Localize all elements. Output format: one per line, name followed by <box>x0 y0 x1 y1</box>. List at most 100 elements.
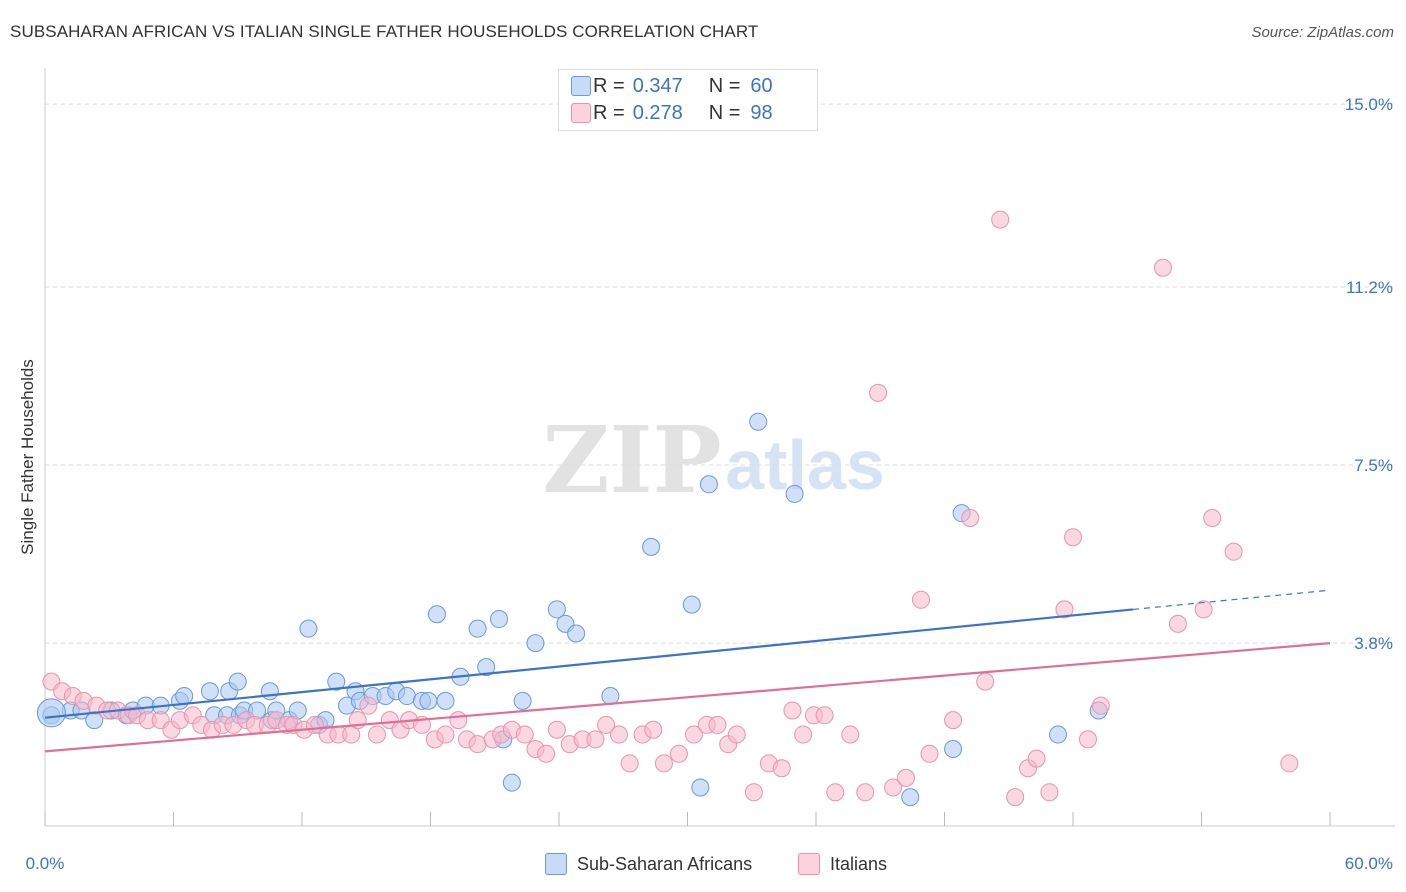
data-point <box>749 412 768 431</box>
data-point <box>826 783 845 802</box>
data-point <box>427 605 446 624</box>
data-point <box>794 725 813 744</box>
data-point <box>1280 754 1299 773</box>
legend-r-label: R = <box>593 101 625 124</box>
y-tick-label: 7.5% <box>1354 456 1393 475</box>
data-point <box>547 600 566 619</box>
data-point <box>869 383 888 402</box>
legend-row-italians: R = 0.278 N = 98 <box>571 101 773 125</box>
data-point <box>620 754 639 773</box>
data-point <box>785 484 804 503</box>
data-point <box>502 773 521 792</box>
data-point <box>961 508 980 527</box>
data-point <box>699 475 718 494</box>
data-point <box>896 768 915 787</box>
legend-n-value: 98 <box>750 101 773 124</box>
trend-line-subsaharan <box>44 608 1134 719</box>
bottom-legend-italians: Italians <box>798 852 887 876</box>
data-point <box>944 711 963 730</box>
data-point <box>944 739 963 758</box>
data-point <box>468 619 487 638</box>
x-tick-label: 0.0% <box>26 854 65 873</box>
data-point <box>1027 749 1046 768</box>
data-point <box>815 706 834 725</box>
data-point <box>359 696 378 715</box>
data-point <box>1224 542 1243 561</box>
data-point <box>708 715 727 734</box>
x-tick-label: 60.0% <box>1345 854 1393 873</box>
data-point <box>1006 788 1025 807</box>
data-point <box>1078 730 1097 749</box>
data-point <box>684 725 703 744</box>
bottom-legend-subsaharan: Sub-Saharan Africans <box>545 852 752 876</box>
data-point <box>884 778 903 797</box>
legend-swatch-italians <box>571 103 591 123</box>
data-point <box>669 744 688 763</box>
data-point <box>654 754 673 773</box>
data-point-large <box>36 698 66 728</box>
trend-line-extension <box>1132 589 1331 611</box>
data-point <box>682 595 701 614</box>
data-point <box>513 691 532 710</box>
data-point <box>586 730 605 749</box>
data-point <box>642 537 661 556</box>
data-point <box>526 634 545 653</box>
legend-row-subsaharan: R = 0.347 N = 60 <box>571 74 773 98</box>
data-point <box>1153 258 1172 277</box>
data-point <box>436 725 455 744</box>
data-point <box>200 682 219 701</box>
data-point <box>991 210 1010 229</box>
data-point <box>1055 600 1074 619</box>
bottom-legend-swatch <box>545 853 567 875</box>
trend-line-italians <box>44 642 1331 753</box>
bottom-legend-swatch <box>798 853 820 875</box>
data-point <box>783 701 802 720</box>
data-point <box>744 783 763 802</box>
legend-r-value: 0.347 <box>632 74 683 97</box>
data-point <box>727 725 746 744</box>
legend-n-label: N = <box>708 74 741 97</box>
data-point <box>397 687 416 706</box>
data-point <box>920 744 939 763</box>
data-point <box>175 687 194 706</box>
data-point <box>1194 600 1213 619</box>
data-point <box>327 672 346 691</box>
legend-r-label: R = <box>593 74 625 97</box>
data-point <box>901 788 920 807</box>
data-point <box>260 682 279 701</box>
data-point <box>856 783 875 802</box>
data-point <box>515 725 534 744</box>
data-point <box>1040 783 1059 802</box>
data-point <box>490 610 509 629</box>
y-tick-label: 15.0% <box>1345 95 1393 114</box>
data-point <box>367 725 386 744</box>
data-point <box>419 691 438 710</box>
watermark-zip: ZIP <box>542 406 721 514</box>
data-point <box>1064 528 1082 547</box>
data-point <box>841 725 860 744</box>
stats-legend: R = 0.347 N = 60 R = 0.278 N = 98 <box>558 69 818 131</box>
legend-n-label: N = <box>708 101 741 124</box>
series-italians <box>42 210 1299 807</box>
data-point <box>1091 696 1110 715</box>
data-point <box>911 590 930 609</box>
data-point <box>299 619 318 638</box>
y-tick-label: 3.8% <box>1354 634 1393 653</box>
data-point <box>1168 614 1187 633</box>
data-point <box>601 687 620 706</box>
data-point <box>468 735 487 754</box>
data-point <box>449 711 468 730</box>
data-point <box>1049 725 1068 744</box>
data-point <box>691 778 710 797</box>
data-point <box>644 720 663 739</box>
data-point <box>597 715 616 734</box>
bottom-legend-label: Italians <box>830 853 888 874</box>
data-point <box>976 672 995 691</box>
bottom-legend-label: Sub-Saharan Africans <box>577 853 753 874</box>
legend-swatch-subsaharan <box>571 76 591 96</box>
source-label: Source: ZipAtlas.com <box>1251 24 1394 41</box>
legend-n-value: 60 <box>750 74 773 97</box>
data-point <box>609 725 628 744</box>
data-point <box>547 720 566 739</box>
